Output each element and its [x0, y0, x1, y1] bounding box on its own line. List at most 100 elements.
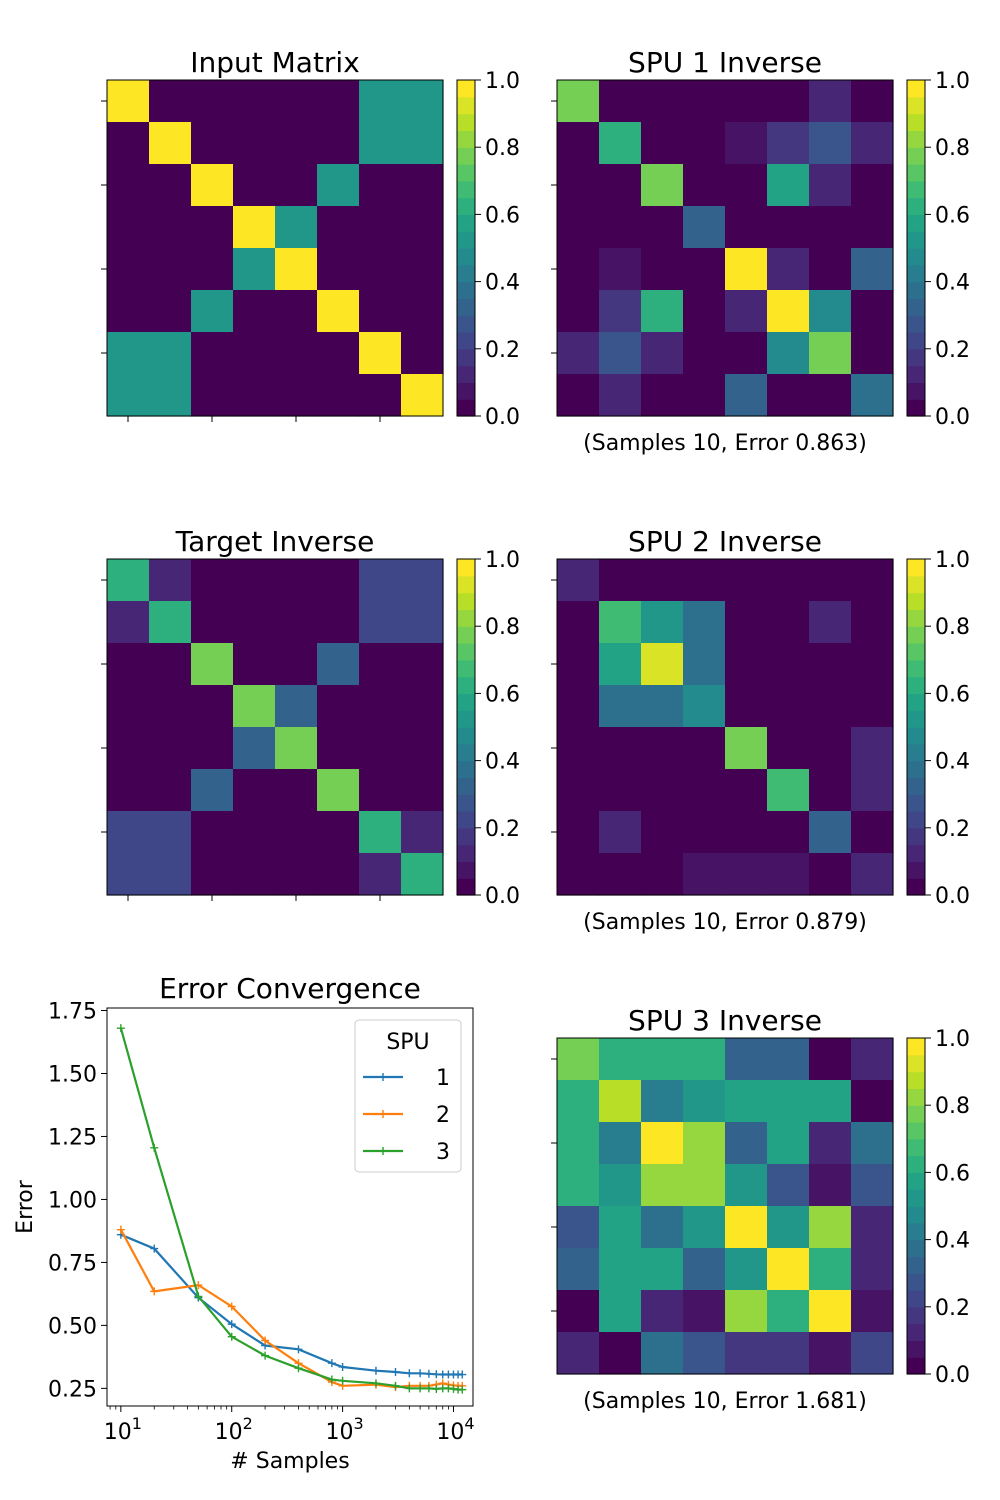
- heatmap-cell: [401, 164, 444, 207]
- heatmap-cell: [683, 332, 726, 375]
- heatmap-title: Input Matrix: [190, 46, 360, 79]
- y-axis-label: Error: [13, 1179, 38, 1234]
- heatmap-cell: [683, 290, 726, 333]
- colorbar-segment: [907, 1105, 925, 1123]
- heatmap-cell: [725, 1080, 768, 1123]
- colorbar-segment: [907, 827, 925, 846]
- heatmap-panel-0: Input Matrix 0.0 0.2 0.4 0.6 0.8 1.0: [101, 46, 520, 430]
- heatmap-cell: [851, 853, 894, 896]
- heatmap-cell: [767, 811, 810, 854]
- heatmap-cell: [641, 727, 684, 770]
- heatmap-cell: [233, 374, 276, 417]
- heatmap-cell: [317, 332, 360, 375]
- heatmap-cell: [233, 853, 276, 896]
- colorbar-segment: [457, 231, 475, 249]
- colorbar-segment: [907, 1357, 925, 1375]
- heatmap-cell: [683, 727, 726, 770]
- legend-marker: [379, 1147, 387, 1155]
- colorbar-segment: [457, 197, 475, 215]
- colorbar-segment: [907, 1038, 925, 1056]
- colorbar-segment: [907, 743, 925, 762]
- data-point: [327, 1375, 336, 1384]
- heatmap-cell: [851, 601, 894, 644]
- colorbar-segment: [907, 811, 925, 829]
- heatmap-cell: [851, 1248, 894, 1291]
- heatmap-cell: [317, 685, 360, 728]
- heatmap-cell: [641, 1206, 684, 1249]
- data-point: [391, 1381, 400, 1390]
- colorbar-segment: [907, 1256, 925, 1274]
- heatmap-cell: [191, 769, 234, 812]
- series-1: [116, 1230, 467, 1379]
- heatmap-cell: [401, 290, 444, 333]
- colorbar-segment: [907, 693, 925, 711]
- heatmap-cell: [149, 290, 192, 333]
- heatmap-cell: [641, 1248, 684, 1291]
- heatmap-cell: [809, 559, 852, 602]
- colorbar-segment: [907, 96, 925, 115]
- heatmap-cell: [851, 332, 894, 375]
- colorbar-segment: [907, 147, 925, 165]
- colorbar-segment: [457, 777, 475, 795]
- colorbar-segment: [457, 332, 475, 350]
- colorbar-tick-label: 0.0: [935, 1363, 970, 1388]
- heatmap-cell: [767, 1080, 810, 1123]
- heatmap-cell: [725, 811, 768, 854]
- heatmap-cell: [641, 559, 684, 602]
- heatmap-cell: [809, 727, 852, 770]
- colorbar-segment: [907, 197, 925, 215]
- data-point: [416, 1369, 425, 1378]
- heatmap-cell: [641, 685, 684, 728]
- heatmap-cell: [641, 206, 684, 249]
- heatmap-cell: [599, 769, 642, 812]
- heatmap-cell: [317, 374, 360, 417]
- colorbar-segment: [907, 1138, 925, 1157]
- heatmap-cell: [401, 685, 444, 728]
- heatmap-cell: [641, 1038, 684, 1081]
- heatmap-cell: [809, 1122, 852, 1165]
- heatmap-cell: [767, 80, 810, 123]
- line-chart-title: Error Convergence: [159, 972, 421, 1005]
- line-chart: Error Convergence 0.25 0.50 0.75 1.00 1.25 1.5…: [13, 972, 475, 1474]
- colorbar-segment: [457, 760, 475, 778]
- data-point: [150, 1143, 159, 1152]
- colorbar-segment: [907, 382, 925, 400]
- colorbar-frame: [456, 79, 476, 417]
- heatmap-cell: [683, 1332, 726, 1375]
- heatmap-cell: [725, 685, 768, 728]
- heatmap-cell: [809, 1332, 852, 1375]
- legend-label: 1: [436, 1066, 450, 1091]
- heatmap-cell: [725, 1122, 768, 1165]
- colorbar-segment: [907, 1290, 925, 1308]
- colorbar-segment: [907, 348, 925, 367]
- heatmap-cell: [851, 290, 894, 333]
- colorbar-segment: [457, 794, 475, 812]
- colorbar-segment: [907, 214, 925, 232]
- heatmap-cell: [317, 80, 360, 123]
- colorbar-segment: [907, 248, 925, 266]
- colorbar-segment: [457, 348, 475, 367]
- heatmap-cell: [851, 1038, 894, 1081]
- colorbar-segment: [907, 559, 925, 577]
- heatmap-cell: [557, 1122, 600, 1165]
- heatmap-cell: [359, 727, 402, 770]
- data-point: [338, 1376, 347, 1385]
- heatmap-cell: [851, 122, 894, 165]
- series-3: [116, 1024, 467, 1394]
- colorbar-segment: [457, 382, 475, 400]
- colorbar-segment: [457, 609, 475, 627]
- heatmap-cell: [557, 811, 600, 854]
- heatmap-cell: [851, 1332, 894, 1375]
- colorbar-segment: [907, 1088, 925, 1106]
- colorbar-segment: [457, 861, 475, 879]
- colorbar-segment: [907, 231, 925, 249]
- heatmap-cell: [599, 727, 642, 770]
- heatmap-cell: [557, 80, 600, 123]
- colorbar-segment: [457, 743, 475, 762]
- heatmap-cell: [809, 685, 852, 728]
- heatmap-cell: [683, 164, 726, 207]
- heatmap-cell: [557, 1164, 600, 1207]
- colorbar-segment: [457, 248, 475, 266]
- heatmap-cell: [233, 811, 276, 854]
- heatmap-cell: [317, 601, 360, 644]
